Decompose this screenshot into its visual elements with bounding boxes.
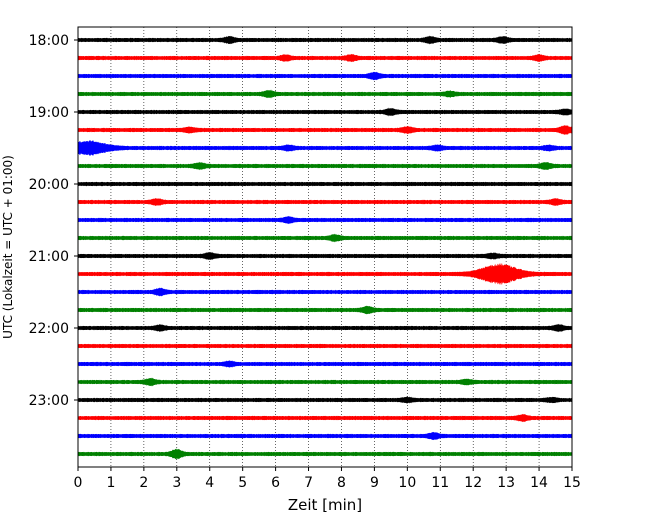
x-tick-label: 12	[464, 475, 482, 491]
x-tick-label: 13	[497, 475, 515, 491]
x-tick-label: 1	[106, 475, 115, 491]
trace-2000	[77, 181, 573, 187]
y-tick-label: 21:00	[29, 249, 69, 265]
x-tick-label: 9	[370, 475, 379, 491]
y-tick-label: 22:00	[29, 321, 69, 337]
x-tick-label: 6	[271, 475, 280, 491]
x-tick-label: 8	[337, 475, 346, 491]
y-tick-label: 20:00	[29, 177, 69, 193]
x-tick-label: 7	[304, 475, 313, 491]
x-tick-label: 4	[205, 475, 214, 491]
y-tick-label: 19:00	[29, 105, 69, 121]
plot-area	[78, 27, 572, 467]
x-tick-label: 5	[238, 475, 247, 491]
trace-2215	[77, 343, 573, 349]
y-axis-label: UTC (Lokalzeit = UTC + 01:00)	[1, 155, 15, 339]
x-tick-label: 11	[431, 475, 449, 491]
x-tick-label: 2	[139, 475, 148, 491]
plot-frame	[77, 26, 573, 468]
x-tick-label: 0	[74, 475, 83, 491]
grid-lines	[110, 27, 540, 467]
y-tick-label: 18:00	[29, 33, 69, 49]
x-tick-label: 3	[172, 475, 181, 491]
x-tick-label: 10	[398, 475, 416, 491]
x-axis-label: Zeit [min]	[288, 496, 362, 514]
y-axis: 18:00 19:00 20:00 21:00 22:00 23:00	[29, 33, 78, 409]
x-tick-label: 14	[530, 475, 548, 491]
x-tick-label: 15	[563, 475, 581, 491]
x-axis: 0 1 2 3 4 5 6 7 8 9 10 11 12 13 14 15	[74, 467, 581, 491]
y-tick-label: 23:00	[29, 393, 69, 409]
